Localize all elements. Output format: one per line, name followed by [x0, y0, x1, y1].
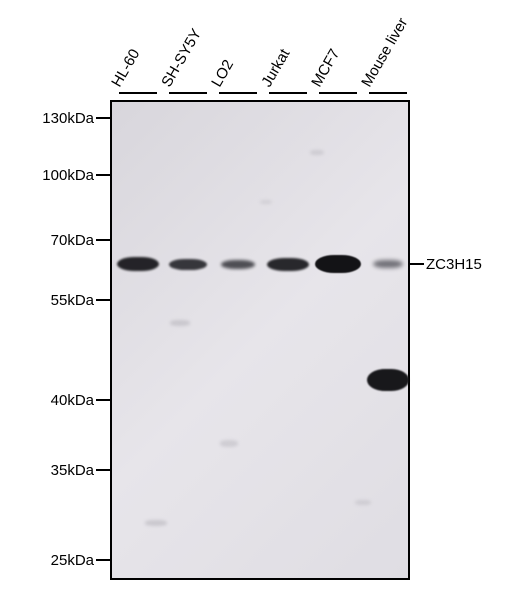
lane-label: SH-SY5Y: [158, 26, 205, 90]
noise-speck: [170, 320, 190, 326]
protein-tick: [410, 263, 424, 265]
lane-underline: [119, 92, 157, 94]
lane-label: MCF7: [308, 46, 343, 90]
mw-tick: [96, 174, 110, 176]
lane-label: Jurkat: [258, 46, 293, 90]
blot-panel: [110, 100, 410, 580]
noise-speck: [145, 520, 167, 526]
blot-band: [117, 257, 159, 271]
blot-band: [315, 255, 361, 273]
mw-tick: [96, 299, 110, 301]
mw-label: 70kDa: [51, 232, 94, 249]
noise-speck: [310, 150, 324, 155]
mw-label: 40kDa: [51, 392, 94, 409]
mw-label: 100kDa: [42, 167, 94, 184]
lane-underline: [169, 92, 207, 94]
lane-underline: [269, 92, 307, 94]
noise-speck: [260, 200, 272, 204]
mw-label: 25kDa: [51, 552, 94, 569]
mw-tick: [96, 117, 110, 119]
mw-tick: [96, 559, 110, 561]
mw-tick: [96, 469, 110, 471]
blot-band: [267, 258, 309, 271]
protein-label: ZC3H15: [426, 256, 482, 273]
mw-label: 130kDa: [42, 110, 94, 127]
lane-label: HL-60: [108, 46, 143, 90]
blot-band: [221, 260, 255, 269]
mw-tick: [96, 399, 110, 401]
mw-tick: [96, 239, 110, 241]
noise-speck: [355, 500, 371, 505]
lane-underline: [319, 92, 357, 94]
lane-underline: [369, 92, 407, 94]
lane-label: Mouse liver: [358, 15, 411, 90]
mw-label: 35kDa: [51, 462, 94, 479]
noise-speck: [220, 440, 238, 447]
lane-underline: [219, 92, 257, 94]
mw-label: 55kDa: [51, 292, 94, 309]
lane-label: LO2: [208, 57, 237, 90]
blot-band: [373, 260, 403, 268]
blot-band: [169, 259, 207, 270]
blot-band: [367, 369, 409, 391]
